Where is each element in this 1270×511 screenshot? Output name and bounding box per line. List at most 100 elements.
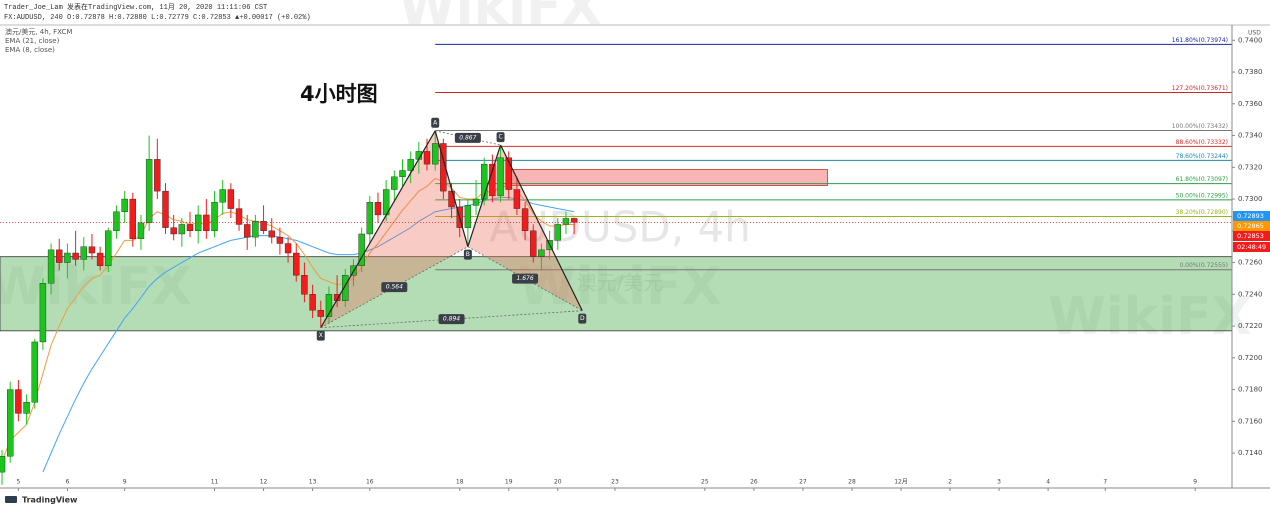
candle-body (105, 230, 112, 266)
candle-body (284, 243, 292, 254)
brand-watermark: WikiFX (0, 257, 192, 317)
countdown: 02:48:49 (1237, 243, 1266, 251)
candle-body (113, 211, 120, 232)
candle-body (23, 402, 30, 414)
candle-body (342, 275, 349, 301)
candle-body (80, 246, 87, 260)
candle-body (423, 151, 431, 165)
fib-label: 88.60%(0.73332) (1176, 139, 1228, 146)
price-tag-label: 0.72865 (1237, 222, 1264, 230)
resistance-zone (508, 169, 828, 186)
point-box (316, 330, 325, 341)
point-label: D (580, 315, 585, 322)
fib-label: 0.00%(0.72555) (1179, 262, 1228, 269)
candle-body (145, 159, 153, 224)
candle-body (358, 233, 365, 266)
point-label: B (466, 251, 470, 258)
candle-body (407, 159, 414, 171)
watermark: 澳元/美元 (577, 271, 664, 295)
fib-label: 161.80%(0.73974) (1172, 37, 1228, 44)
candle-body (260, 221, 267, 232)
candle-body (374, 202, 382, 216)
candle-body (391, 176, 398, 190)
x-tick-label: 6 (66, 479, 70, 486)
x-tick-label: 9 (1193, 479, 1197, 486)
candle-body (268, 230, 275, 238)
x-tick-label: 23 (611, 479, 619, 486)
candle-body (497, 157, 504, 197)
legend-entry: EMA (21, close) (5, 37, 60, 45)
header-line: FX:AUDUSD, 240 O:0.72878 H:0.72880 L:0.7… (4, 14, 311, 22)
ratio-label: 0.564 (386, 284, 403, 291)
x-tick-label: 13 (309, 479, 317, 486)
candle-body (39, 282, 47, 343)
candle-body (88, 246, 96, 254)
candle-body (448, 190, 455, 208)
fib-label: 50.00%(0.72995) (1176, 192, 1228, 199)
point-label: A (433, 119, 438, 126)
candle-body (562, 218, 570, 225)
candle-body (505, 157, 512, 190)
ema-line (42, 196, 575, 473)
ratio-box (381, 282, 408, 293)
legend-entry: EMA (8, close) (5, 46, 55, 54)
candle-body (219, 189, 226, 203)
candle-body (96, 252, 104, 266)
ema-line (1, 177, 575, 462)
candle-body (399, 170, 406, 178)
layer: AUDUSD, 4h澳元/美元WikiFXWikiFXWikiFXWikiFX0… (0, 0, 1270, 491)
candle-body (481, 163, 488, 200)
y-tick-label: 0.7260 (1238, 259, 1263, 267)
pattern-line (467, 144, 502, 247)
x-tick-label: 26 (750, 479, 758, 486)
pattern-leg (320, 130, 468, 328)
candle-body (211, 202, 218, 232)
candle-body (440, 143, 447, 192)
candle-body (538, 249, 545, 257)
pattern-line (500, 144, 583, 311)
candle-body (252, 221, 259, 238)
header-line: Trader_Joe_Lam 发表在TradingView.com, 11月 2… (4, 2, 267, 12)
candle-body (7, 389, 14, 457)
y-tick-label: 0.7140 (1238, 449, 1263, 457)
y-tick-label: 0.7300 (1238, 195, 1263, 203)
ratio-box (512, 273, 539, 284)
candle-body (178, 224, 186, 235)
pattern-line (434, 130, 469, 247)
point-box (578, 313, 587, 324)
price-tag-label: 0.72893 (1237, 212, 1264, 220)
ratio-box (438, 314, 465, 325)
y-tick-label: 0.7200 (1238, 354, 1263, 362)
chart-title: 4小时图 (300, 82, 378, 106)
x-tick-label: 9 (123, 479, 127, 486)
candle-body (162, 190, 169, 228)
candle-body (293, 252, 300, 276)
ratio-label: 0.867 (459, 134, 476, 141)
candle-body (554, 224, 561, 241)
pattern-line (320, 130, 436, 328)
y-tick-label: 0.7320 (1238, 163, 1263, 171)
candle-body (31, 341, 38, 403)
x-tick-label: 12 (260, 479, 268, 486)
price-tag (1233, 231, 1270, 241)
y-tick-label: 0.7380 (1238, 68, 1263, 76)
x-tick-label: 27 (799, 479, 807, 486)
point-box (496, 132, 505, 143)
logo-icon (5, 496, 17, 503)
y-tick-label: 0.7180 (1238, 386, 1263, 394)
candle-body (227, 189, 235, 209)
candle-body (521, 208, 529, 232)
y-tick-label: 0.7240 (1238, 290, 1263, 298)
candle-body (15, 389, 22, 414)
currency: USD (1248, 30, 1261, 37)
brand-watermark: WikiFX (518, 257, 721, 317)
candle-body (570, 218, 578, 223)
candle-body (129, 198, 137, 239)
price-tag (1233, 211, 1270, 221)
ratio-label: 0.894 (443, 316, 460, 323)
x-tick-label: 3 (997, 479, 1001, 486)
y-tick-label: 0.7340 (1238, 132, 1263, 140)
candle-body (56, 249, 63, 263)
